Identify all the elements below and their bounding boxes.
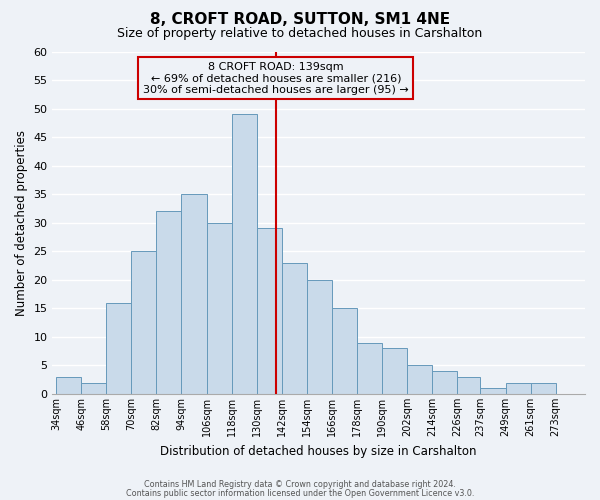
- Y-axis label: Number of detached properties: Number of detached properties: [15, 130, 28, 316]
- Bar: [357, 342, 382, 394]
- Text: Contains public sector information licensed under the Open Government Licence v3: Contains public sector information licen…: [126, 490, 474, 498]
- Bar: [232, 114, 257, 394]
- Bar: [457, 377, 481, 394]
- Bar: [56, 377, 81, 394]
- Bar: [332, 308, 357, 394]
- Bar: [206, 223, 232, 394]
- Text: 8, CROFT ROAD, SUTTON, SM1 4NE: 8, CROFT ROAD, SUTTON, SM1 4NE: [150, 12, 450, 28]
- Bar: [307, 280, 332, 394]
- Bar: [530, 382, 556, 394]
- Text: Size of property relative to detached houses in Carshalton: Size of property relative to detached ho…: [118, 28, 482, 40]
- Bar: [106, 302, 131, 394]
- Bar: [157, 212, 181, 394]
- Bar: [257, 228, 282, 394]
- Bar: [131, 252, 157, 394]
- Text: Contains HM Land Registry data © Crown copyright and database right 2024.: Contains HM Land Registry data © Crown c…: [144, 480, 456, 489]
- Text: 8 CROFT ROAD: 139sqm
← 69% of detached houses are smaller (216)
30% of semi-deta: 8 CROFT ROAD: 139sqm ← 69% of detached h…: [143, 62, 409, 95]
- Bar: [481, 388, 506, 394]
- X-axis label: Distribution of detached houses by size in Carshalton: Distribution of detached houses by size …: [160, 444, 476, 458]
- Bar: [382, 348, 407, 394]
- Bar: [433, 371, 457, 394]
- Bar: [407, 366, 433, 394]
- Bar: [181, 194, 206, 394]
- Bar: [282, 262, 307, 394]
- Bar: [506, 382, 530, 394]
- Bar: [81, 382, 106, 394]
